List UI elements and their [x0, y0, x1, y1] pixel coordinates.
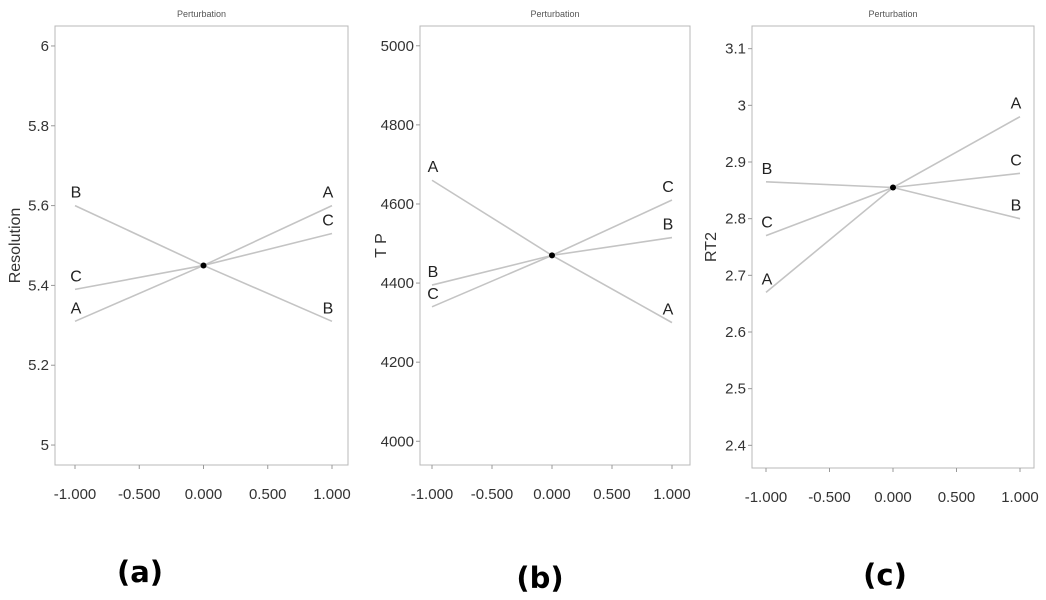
- series-label-right-a: A: [323, 185, 334, 202]
- x-tick-label: -1.000: [745, 489, 788, 506]
- panel-c: Perturbation 3.1 3 2.9 2.8 2.7 2.6 2.5 2.4 -1.000…: [703, 9, 1039, 592]
- series-label-right-b: B: [1011, 198, 1022, 215]
- series-label-left-b: B: [428, 264, 439, 281]
- center-point-a: [200, 262, 207, 269]
- y-tick-label: 3.1: [725, 41, 746, 58]
- y-tick-label: 2.7: [725, 267, 746, 284]
- series-label-left-b: B: [762, 161, 773, 178]
- panel-title-b: Perturbation: [530, 9, 579, 19]
- x-tick-label: -0.500: [471, 486, 514, 503]
- y-tick-label: 5000: [381, 38, 414, 55]
- y-axis-label-b: T P: [373, 233, 390, 258]
- series-label-left-a: A: [428, 159, 439, 176]
- y-tick-label: 2.4: [725, 437, 746, 454]
- x-tick-label: 1.000: [653, 486, 691, 503]
- y-tick-label: 6: [41, 38, 49, 55]
- x-tick-label: 0.500: [249, 486, 287, 503]
- x-tick-label: -0.500: [118, 486, 161, 503]
- series-label-right-b: B: [663, 217, 674, 234]
- series-label-right-c: C: [322, 213, 334, 230]
- center-point-c: [890, 184, 896, 191]
- panel-b: Perturbation 5000 4800 4600 4400 4200 4000 -1.0…: [373, 9, 691, 595]
- panel-caption-b: (b): [516, 561, 563, 595]
- panel-a: Perturbation 6 5.8 5.6 5.4 5.2 5 -1.000 -0.500 0.…: [7, 9, 351, 589]
- y-tick-label: 2.8: [725, 211, 746, 228]
- x-tick-label: 1.000: [1001, 489, 1039, 506]
- y-axis-label-c: RT2: [703, 232, 720, 262]
- y-tick-label: 2.9: [725, 154, 746, 171]
- y-axis-label-a: Resolution: [7, 208, 24, 284]
- y-tick-label: 3: [738, 97, 746, 114]
- y-tick-label: 4200: [381, 354, 414, 371]
- y-tick-label: 2.5: [725, 381, 746, 398]
- series-label-right-c: C: [1010, 152, 1022, 169]
- x-tick-label: 1.000: [313, 486, 351, 503]
- x-tick-label: 0.000: [533, 486, 571, 503]
- y-tick-label: 4400: [381, 275, 414, 292]
- plot-frame-b: [419, 25, 691, 466]
- y-tick-label: 4000: [381, 433, 414, 450]
- series-label-left-c: C: [70, 268, 82, 285]
- series-label-left-c: C: [427, 286, 439, 303]
- x-tick-label: 0.500: [938, 489, 976, 506]
- series-label-right-c: C: [662, 179, 674, 196]
- y-tick-label: 2.6: [725, 324, 746, 341]
- plot-frame-a: [54, 25, 349, 466]
- y-tick-label: 5.4: [28, 277, 49, 294]
- x-tick-label: -0.500: [808, 489, 851, 506]
- panel-title-c: Perturbation: [868, 9, 917, 19]
- panel-caption-c: (c): [863, 558, 907, 592]
- series-label-left-a: A: [762, 271, 773, 288]
- x-tick-label: 0.500: [593, 486, 631, 503]
- series-label-right-a: A: [1011, 96, 1022, 113]
- series-label-left-a: A: [71, 300, 82, 317]
- x-tick-label: 0.000: [874, 489, 912, 506]
- y-tick-label: 5.6: [28, 198, 49, 215]
- y-tick-label: 4600: [381, 196, 414, 213]
- y-tick-label: 4800: [381, 117, 414, 134]
- y-tick-label: 5.2: [28, 357, 49, 374]
- series-label-left-c: C: [761, 215, 773, 232]
- center-point-b: [549, 252, 555, 259]
- y-tick-label: 5: [41, 437, 49, 454]
- x-tick-label: -1.000: [411, 486, 454, 503]
- panel-caption-a: (a): [117, 555, 163, 589]
- x-tick-label: 0.000: [185, 486, 223, 503]
- series-label-left-b: B: [71, 185, 82, 202]
- series-label-right-b: B: [323, 300, 334, 317]
- series-label-right-a: A: [663, 302, 674, 319]
- y-tick-label: 5.8: [28, 118, 49, 135]
- panel-title-a: Perturbation: [177, 9, 226, 19]
- plot-frame-c: [751, 25, 1035, 469]
- x-tick-label: -1.000: [54, 486, 97, 503]
